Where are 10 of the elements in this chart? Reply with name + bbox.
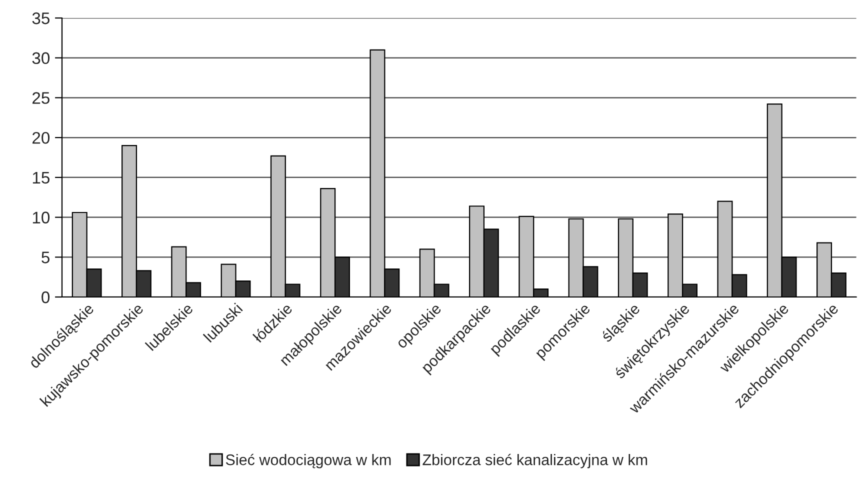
y-tick-label: 0 [42, 291, 50, 304]
y-tick-label: 10 [32, 212, 50, 224]
y-tick-label: 25 [32, 92, 50, 104]
y-tick-label: 35 [32, 12, 50, 24]
legend-label: Sieć wodociągowa w km [226, 454, 391, 468]
legend-label: Zbiorcza sieć kanalizacyjna w km [422, 454, 648, 468]
y-tick-label: 30 [32, 52, 50, 64]
y-tick-label: 5 [42, 252, 50, 264]
y-tick-label: 20 [32, 132, 50, 144]
y-tick-label: 15 [32, 172, 50, 184]
